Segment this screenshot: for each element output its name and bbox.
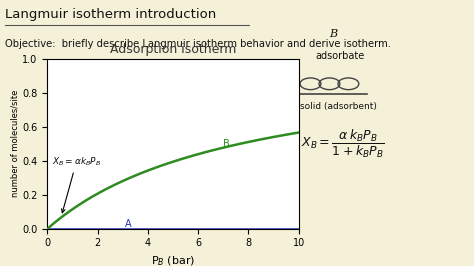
Text: Objective:  briefly describe Langmuir isotherm behavior and derive isotherm.: Objective: briefly describe Langmuir iso…	[5, 39, 391, 49]
X-axis label: P$_B$ (bar): P$_B$ (bar)	[151, 254, 195, 266]
Title: Adsorption isotherm: Adsorption isotherm	[110, 43, 236, 56]
Text: solid (adsorbent): solid (adsorbent)	[300, 102, 376, 111]
Text: $X_B = \alpha k_B P_B$: $X_B = \alpha k_B P_B$	[52, 155, 101, 213]
Text: adsorbate: adsorbate	[315, 51, 365, 61]
Text: B: B	[329, 29, 337, 39]
Text: A: A	[125, 219, 132, 229]
Y-axis label: number of molecules/site: number of molecules/site	[10, 90, 19, 197]
Text: $X_B = \dfrac{\alpha\, k_B P_B}{1 + k_B P_B}$: $X_B = \dfrac{\alpha\, k_B P_B}{1 + k_B …	[301, 128, 384, 160]
Text: Langmuir isotherm introduction: Langmuir isotherm introduction	[5, 8, 216, 21]
Text: B: B	[223, 139, 230, 148]
